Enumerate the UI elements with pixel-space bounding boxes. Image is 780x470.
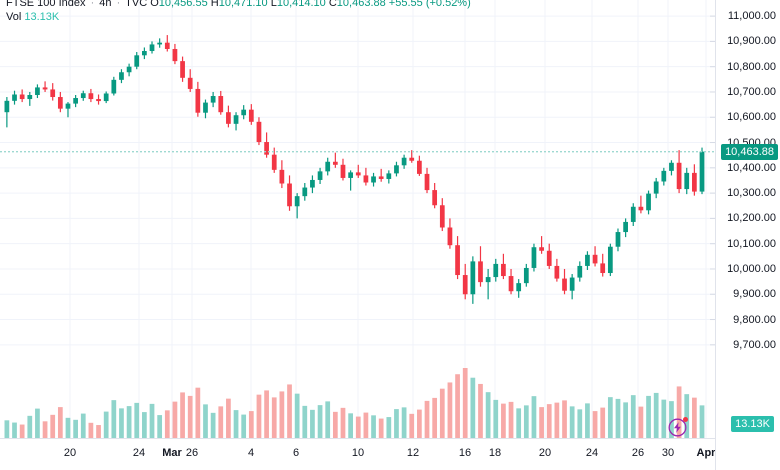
candlestick-series [4,35,705,438]
grid-layer [0,0,715,438]
time-axis-tick: 20 [63,447,77,459]
time-axis-tick: 6 [292,447,300,459]
price-axis-tick: 10,200.00 [727,212,776,225]
price-axis-tick: 9,700.00 [733,338,776,351]
price-axis-tick: 10,800.00 [727,60,776,73]
price-axis-tick: 10,900.00 [727,35,776,48]
price-axis-tick: 11,000.00 [727,10,776,23]
price-axis-tick: 10,300.00 [727,187,776,200]
flash-alert-badge [683,417,688,422]
price-axis-tick: 10,700.00 [727,85,776,98]
time-axis-tick: 20 [538,447,552,459]
price-axis-tick: 10,400.00 [727,161,776,174]
time-axis-tick: 16 [458,447,472,459]
time-axis-tick: Apr [696,447,716,459]
price-axis-tick: 10,000.00 [727,262,776,275]
time-axis[interactable]: 202426Mar461012161820242630Apr3 [0,438,780,470]
time-axis-tick: 24 [585,447,599,459]
price-axis-tick: 9,800.00 [733,313,776,326]
time-axis-tick: 18 [488,447,502,459]
price-axis-tick: 9,900.00 [733,288,776,301]
time-axis-tick: 10 [351,447,365,459]
flash-alert-icon[interactable] [668,418,687,437]
time-axis-tick: 4 [247,447,255,459]
time-axis-tick: 24 [132,447,146,459]
axis-corner [715,438,780,470]
time-axis-tick: 26 [185,447,199,459]
time-axis-tick: 12 [406,447,420,459]
chart-plot-area[interactable] [0,0,715,438]
time-axis-tick: Mar [162,447,182,459]
current-price-line [0,150,715,153]
price-axis-tick: 10,600.00 [727,111,776,124]
price-axis-tick: 10,100.00 [727,237,776,250]
volume-badge: 13.13K [731,416,774,432]
current-price-badge: 10,463.88 [721,143,778,160]
time-axis-tick: 30 [661,447,675,459]
time-axis-tick: 26 [631,447,645,459]
price-axis[interactable]: 11,000.00 10,900.00 10,800.00 10,700.00 10,6… [715,0,780,438]
